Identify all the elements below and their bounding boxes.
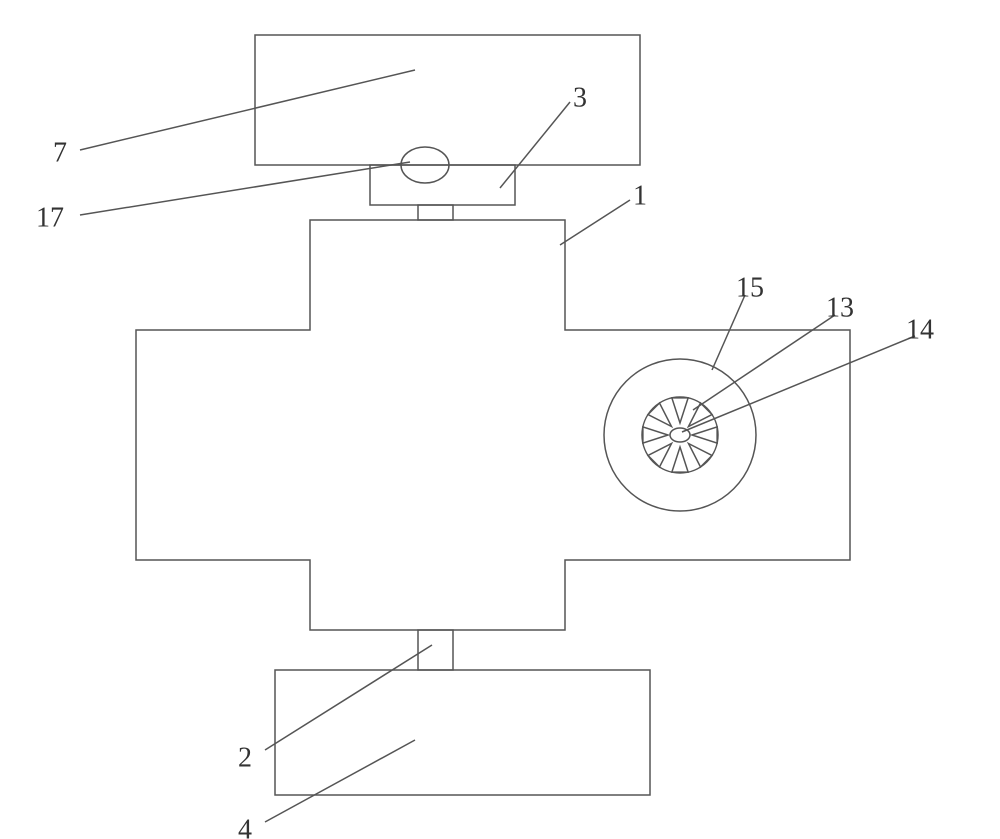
fan-blade — [672, 398, 688, 423]
leader-line — [712, 295, 745, 370]
leader-line — [682, 336, 915, 432]
leader-line — [265, 645, 432, 750]
fan-outer-ring — [604, 359, 756, 511]
fan-blade — [643, 427, 668, 443]
fan-blade — [648, 403, 672, 427]
fan-blade — [672, 447, 688, 472]
fan-assembly — [604, 359, 756, 511]
bottom-box — [275, 670, 650, 795]
callout-label-2: 2 — [238, 742, 252, 773]
engineering-diagram: 7 17 3 1 15 13 14 2 4 — [0, 0, 1000, 839]
callout-label-14: 14 — [906, 314, 934, 345]
fan-blade — [692, 427, 717, 443]
small-cap — [370, 165, 515, 205]
small-stem — [418, 205, 453, 220]
fan-blade — [688, 443, 712, 467]
device-body — [136, 35, 850, 795]
fan-blades — [643, 398, 717, 472]
leader-line — [500, 102, 570, 188]
callouts: 7 17 3 1 15 13 14 2 4 — [36, 70, 934, 839]
callout-label-3: 3 — [573, 82, 587, 113]
callout-label-7: 7 — [53, 137, 67, 168]
fan-blade — [688, 403, 712, 427]
callout-label-15: 15 — [736, 272, 764, 303]
leader-line — [80, 70, 415, 150]
callout-label-17: 17 — [36, 202, 64, 233]
leader-line — [560, 200, 630, 245]
leader-line — [80, 162, 410, 215]
callout-label-13: 13 — [826, 292, 854, 323]
callout-label-1: 1 — [633, 180, 647, 211]
callout-label-4: 4 — [238, 814, 252, 839]
leader-line — [265, 740, 415, 822]
fan-blade — [648, 443, 672, 467]
